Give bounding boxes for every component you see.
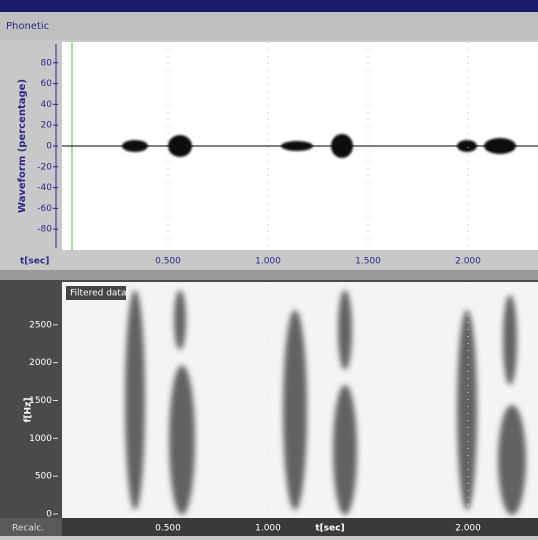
y-tick-label: 1500: [29, 396, 52, 406]
recalc-label[interactable]: Recalc.: [12, 524, 44, 534]
y-tick-label: -20: [37, 162, 52, 172]
x-tick-label: 2.000: [455, 257, 481, 267]
x-tick-label: 2.000: [455, 524, 481, 534]
x-tick-label: 0.500: [155, 524, 181, 534]
y-axis-label: Waveform (percentage): [17, 79, 28, 213]
page: {"window": {"title": "Phonetic"}, "wavef…: [0, 0, 538, 536]
x-axis-label: t[sec]: [20, 257, 49, 267]
y-tick-label: 2000: [29, 358, 52, 368]
y-tick-label: 0: [46, 510, 52, 520]
badge-label: Filtered data: [70, 289, 126, 299]
y-tick-label: -60: [37, 204, 52, 214]
x-tick-label: 1.000: [255, 524, 281, 534]
y-tick-label: 20: [41, 121, 53, 131]
y-tick-label: -80: [37, 225, 52, 235]
y-tick-label: 80: [41, 58, 53, 68]
x-axis-label: t[sec]: [315, 524, 344, 534]
app-window: Phonetic Waveform (percentage) t[sec] Re…: [0, 0, 538, 536]
top-bar: [0, 0, 538, 12]
x-tick-label: 1.500: [355, 257, 381, 267]
title-bar: [0, 12, 538, 40]
y-tick-label: -40: [37, 183, 52, 193]
x-tick-label: 0.500: [155, 257, 181, 267]
window-title: Phonetic: [6, 21, 49, 32]
y-tick-label: 60: [41, 79, 53, 89]
splitter: [0, 270, 538, 280]
x-tick-label: 1.000: [255, 257, 281, 267]
y-tick-label: 500: [35, 472, 52, 482]
y-tick-label: 2500: [29, 320, 52, 330]
y-tick-label: 40: [41, 100, 53, 110]
y-tick-label: 1000: [29, 434, 52, 444]
y-tick-label: 0: [46, 142, 52, 152]
